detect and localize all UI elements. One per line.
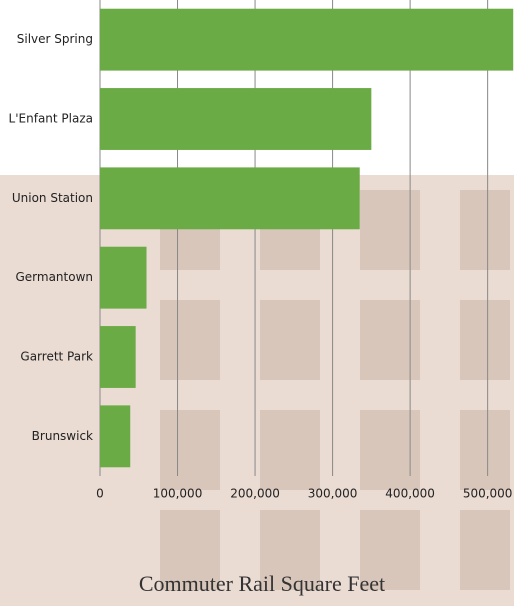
bar — [100, 247, 147, 309]
bar — [100, 326, 136, 388]
bar — [100, 9, 513, 71]
photo-background — [0, 175, 514, 606]
y-tick-label: Germantown — [15, 270, 93, 284]
y-tick-label: Brunswick — [32, 429, 93, 443]
chart: Commuter Rail Square Feet 0 100,000 200,00… — [0, 0, 514, 606]
x-tick-label: 100,000 — [153, 487, 203, 501]
bar — [100, 167, 360, 229]
x-tick-label: 200,000 — [230, 487, 280, 501]
bar — [100, 88, 371, 150]
bar — [100, 405, 130, 467]
y-tick-label: Union Station — [12, 191, 93, 205]
y-tick-label: Garrett Park — [20, 350, 93, 364]
chart-title: Commuter Rail Square Feet — [139, 571, 385, 596]
y-tick-label: L'Enfant Plaza — [9, 112, 93, 126]
x-tick-label: 300,000 — [308, 487, 358, 501]
x-tick-label: 500,000 — [463, 487, 513, 501]
y-tick-label: Silver Spring — [17, 32, 93, 46]
x-tick-label: 400,000 — [385, 487, 435, 501]
x-tick-label: 0 — [96, 487, 104, 501]
